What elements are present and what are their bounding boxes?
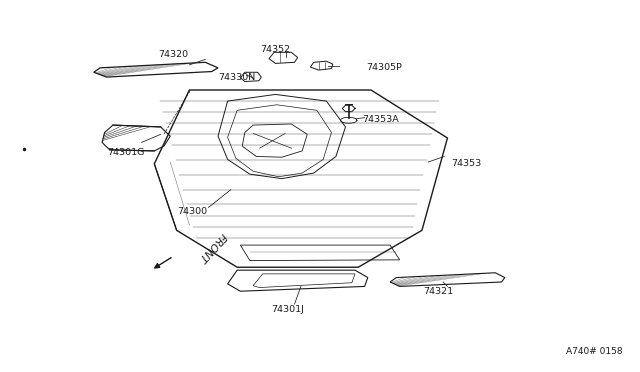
- Text: 74301G: 74301G: [107, 148, 145, 157]
- Text: 74352: 74352: [260, 45, 291, 54]
- Text: 74300: 74300: [177, 207, 207, 217]
- Text: 74353: 74353: [451, 159, 482, 169]
- Text: 74353A: 74353A: [362, 115, 399, 124]
- Text: 74301J: 74301J: [272, 305, 305, 314]
- Text: 74330N: 74330N: [218, 73, 256, 81]
- Text: A740# 0158: A740# 0158: [566, 347, 623, 356]
- Text: 74321: 74321: [423, 287, 453, 296]
- Text: FRONT: FRONT: [196, 231, 227, 263]
- Text: 74320: 74320: [158, 51, 189, 60]
- Text: 74305P: 74305P: [366, 63, 402, 72]
